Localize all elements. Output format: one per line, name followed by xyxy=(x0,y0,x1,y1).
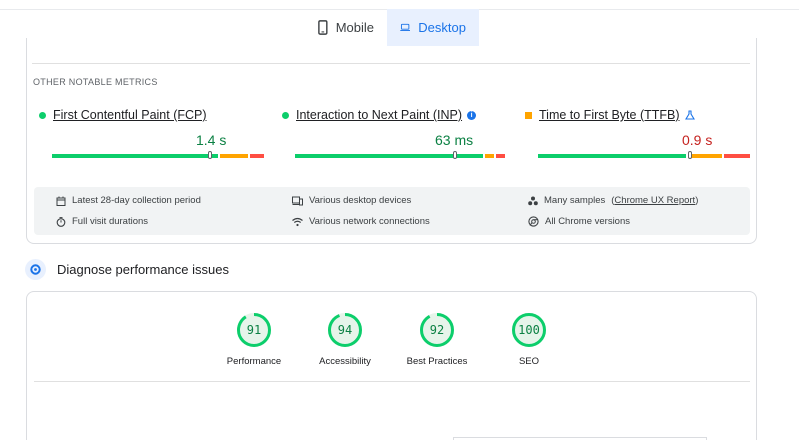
score-ring: 94 xyxy=(328,313,362,347)
metric-fcp: First Contentful Paint (FCP) 1.4 s xyxy=(39,106,264,159)
tab-mobile[interactable]: Mobile xyxy=(305,9,387,46)
diagnose-icon xyxy=(25,259,46,280)
devices-icon xyxy=(292,196,303,205)
metric-ttfb-value: 0.9 s xyxy=(682,132,713,148)
score-gauge-best-practices[interactable]: 92 Best Practices xyxy=(392,311,482,367)
collection-info-box: Latest 28-day collection period Various … xyxy=(34,187,750,235)
score-label: Best Practices xyxy=(406,356,468,367)
calendar-icon xyxy=(56,196,66,206)
average-status-square xyxy=(525,111,532,119)
score-label: SEO xyxy=(518,356,540,367)
scores-divider xyxy=(34,381,750,382)
score-ring: 100 xyxy=(512,313,546,347)
chrome-icon xyxy=(528,216,539,227)
lighthouse-scores-card xyxy=(26,291,757,440)
flask-icon[interactable] xyxy=(684,110,695,120)
info-network: Various network connections xyxy=(292,216,430,227)
diagnose-title: Diagnose performance issues xyxy=(57,262,229,277)
info-visit-durations: Full visit durations xyxy=(56,216,148,227)
section-label: OTHER NOTABLE METRICS xyxy=(33,77,158,87)
metric-fcp-value: 1.4 s xyxy=(196,132,227,148)
metric-fcp-distribution-bar xyxy=(52,154,264,158)
score-label: Accessibility xyxy=(319,356,371,367)
good-status-dot xyxy=(282,111,289,119)
metric-ttfb-marker xyxy=(688,151,692,159)
tab-desktop[interactable]: Desktop xyxy=(387,9,479,46)
device-tabs: Mobile Desktop xyxy=(305,9,479,46)
smartphone-icon xyxy=(318,20,328,35)
metric-ttfb-name[interactable]: Time to First Byte (TTFB) xyxy=(539,108,680,122)
metric-inp: Interaction to Next Paint (INP) i 63 ms xyxy=(282,106,505,159)
field-data-card xyxy=(26,38,757,244)
good-status-dot xyxy=(39,111,46,119)
metric-inp-name[interactable]: Interaction to Next Paint (INP) xyxy=(296,108,463,122)
score-gauge-seo[interactable]: 100 SEO xyxy=(484,311,574,367)
score-ring: 91 xyxy=(237,313,271,347)
score-ring: 92 xyxy=(420,313,454,347)
people-icon xyxy=(528,196,538,205)
score-gauge-performance[interactable]: 91 Performance xyxy=(209,311,299,367)
laptop-icon xyxy=(400,23,411,31)
timer-icon xyxy=(56,216,66,227)
wifi-icon xyxy=(292,217,303,226)
metric-inp-marker xyxy=(453,151,457,159)
metric-inp-distribution-bar xyxy=(295,154,507,158)
content-panel-edge xyxy=(453,437,707,440)
info-icon[interactable]: i xyxy=(467,110,477,120)
score-label: Performance xyxy=(226,356,282,367)
metric-inp-value: 63 ms xyxy=(435,132,474,148)
metric-fcp-name[interactable]: First Contentful Paint (FCP) xyxy=(53,108,207,122)
metric-fcp-marker xyxy=(208,151,212,159)
info-samples: Many samples (Chrome UX Report) xyxy=(528,195,698,206)
score-number: 100 xyxy=(518,323,540,337)
score-number: 91 xyxy=(247,323,261,337)
metric-ttfb-distribution-bar xyxy=(538,154,750,158)
chrome-ux-report-link[interactable]: Chrome UX Report xyxy=(614,195,696,206)
score-number: 92 xyxy=(430,323,444,337)
info-devices: Various desktop devices xyxy=(292,195,411,206)
tab-mobile-label: Mobile xyxy=(335,20,374,35)
section-divider xyxy=(32,63,750,64)
info-collection-period: Latest 28-day collection period xyxy=(56,195,201,206)
score-gauge-accessibility[interactable]: 94 Accessibility xyxy=(300,311,390,367)
score-number: 94 xyxy=(338,323,352,337)
info-chrome-versions: All Chrome versions xyxy=(528,216,630,227)
tab-desktop-label: Desktop xyxy=(418,20,466,35)
metric-ttfb: Time to First Byte (TTFB) 0.9 s xyxy=(525,106,750,159)
